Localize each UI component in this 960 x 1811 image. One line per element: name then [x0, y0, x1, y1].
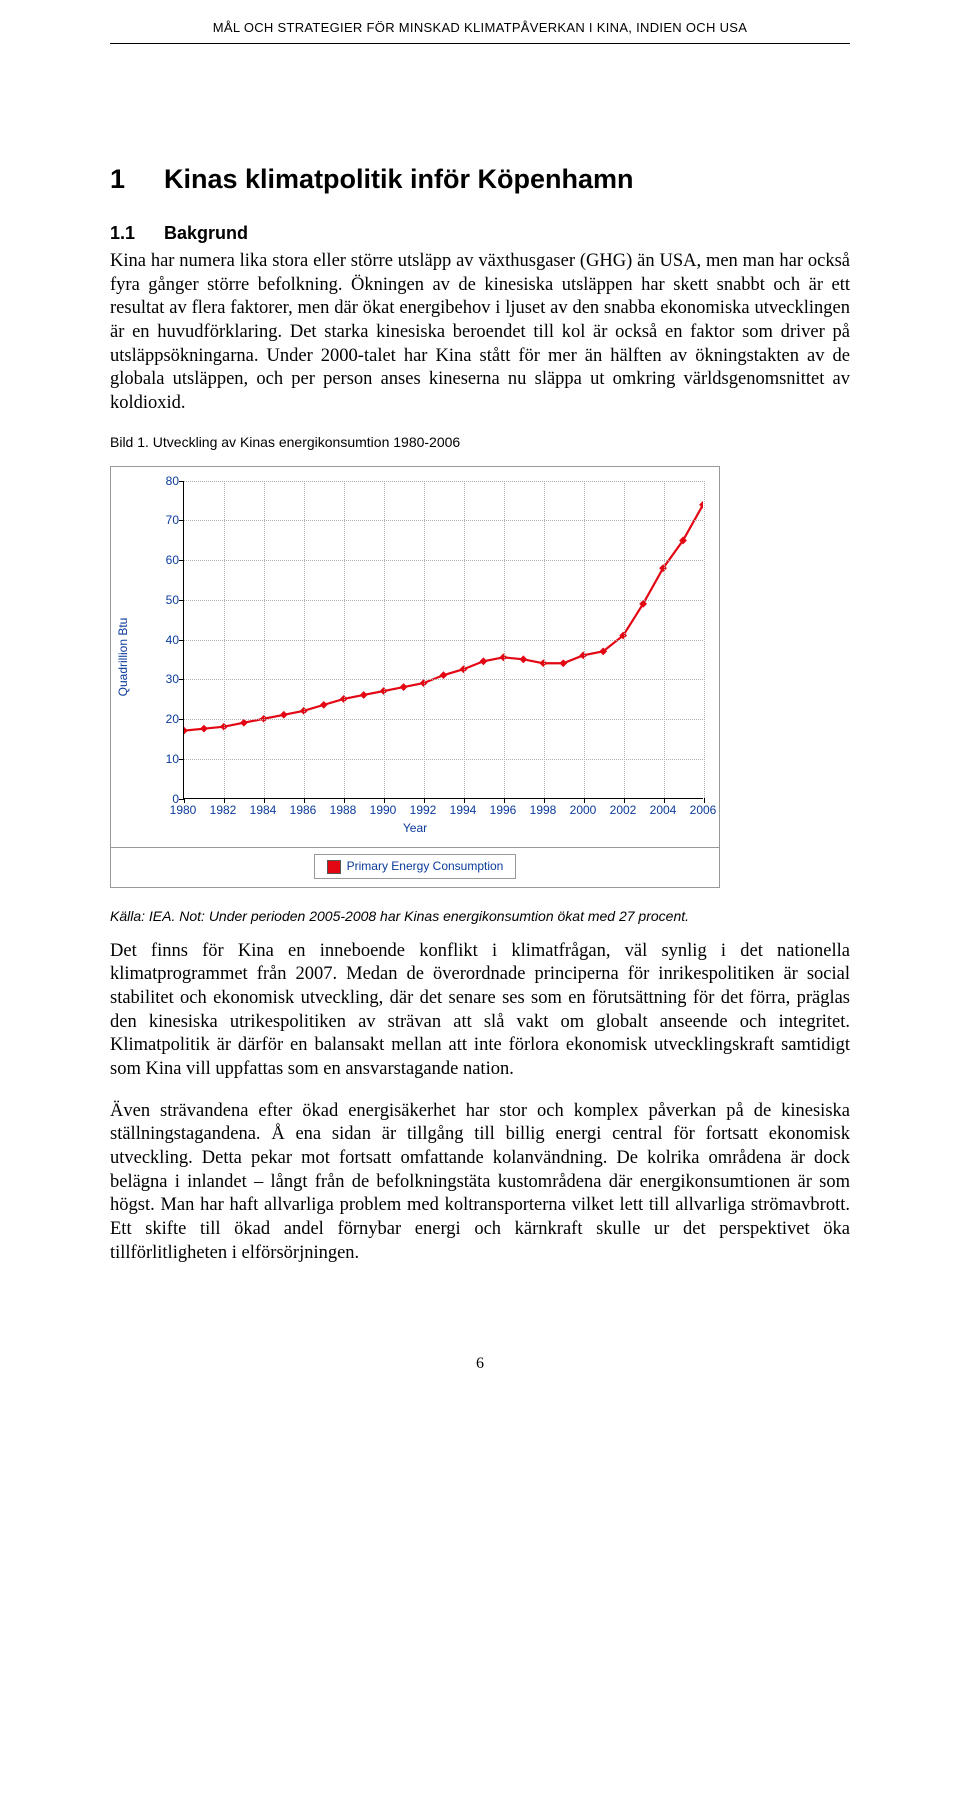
chart-x-tick-label: 2004 [650, 803, 677, 817]
chart-y-axis-label: Quadrillion Btu [116, 617, 130, 696]
chart-x-tick-label: 2006 [690, 803, 717, 817]
chart-x-tick-label: 1984 [250, 803, 277, 817]
chart-legend-box: Primary Energy Consumption [314, 854, 517, 879]
heading-2-number: 1.1 [110, 223, 164, 244]
chart-legend-swatch [327, 860, 341, 874]
chart-x-tick-label: 2000 [570, 803, 597, 817]
chart-x-tick-label: 1980 [170, 803, 197, 817]
paragraph-3: Även strävandena efter ökad energisäkerh… [110, 1100, 850, 1266]
heading-1: 1Kinas klimatpolitik inför Köpenhamn [110, 164, 850, 195]
heading-1-text: Kinas klimatpolitik inför Köpenhamn [164, 164, 634, 194]
chart-x-axis-label: Year [403, 821, 427, 835]
chart-y-tick-label: 20 [155, 712, 179, 726]
chart-y-tick-label: 40 [155, 633, 179, 647]
heading-2-text: Bakgrund [164, 223, 248, 243]
figure-caption: Bild 1. Utveckling av Kinas energikonsum… [110, 434, 850, 450]
chart-y-tick-label: 80 [155, 474, 179, 488]
page-number: 6 [110, 1355, 850, 1373]
chart-y-tick-label: 30 [155, 672, 179, 686]
chart-y-tick-label: 70 [155, 513, 179, 527]
paragraph-1: Kina har numera lika stora eller större … [110, 250, 850, 416]
header-rule [110, 43, 850, 44]
energy-chart: Quadrillion Btu Year 0102030405060708019… [110, 466, 720, 888]
chart-x-tick-label: 1994 [450, 803, 477, 817]
heading-2: 1.1Bakgrund [110, 223, 850, 244]
figure-source-note: Källa: IEA. Not: Under perioden 2005-200… [110, 908, 850, 924]
chart-x-tick-label: 1990 [370, 803, 397, 817]
chart-legend: Primary Energy Consumption [111, 847, 719, 887]
chart-legend-label: Primary Energy Consumption [347, 859, 504, 873]
document-page: MÅL OCH STRATEGIER FÖR MINSKAD KLIMATPÅV… [0, 0, 960, 1413]
chart-x-tick-label: 1998 [530, 803, 557, 817]
chart-x-tick-label: 1996 [490, 803, 517, 817]
heading-1-number: 1 [110, 164, 164, 195]
chart-plot-area [183, 481, 703, 799]
running-header: MÅL OCH STRATEGIER FÖR MINSKAD KLIMATPÅV… [110, 20, 850, 35]
chart-y-tick-label: 50 [155, 593, 179, 607]
chart-y-tick-label: 60 [155, 553, 179, 567]
chart-x-tick-label: 1988 [330, 803, 357, 817]
chart-x-tick-label: 1982 [210, 803, 237, 817]
chart-x-tick-label: 1992 [410, 803, 437, 817]
paragraph-2: Det finns för Kina en inneboende konflik… [110, 940, 850, 1082]
chart-x-tick-label: 1986 [290, 803, 317, 817]
chart-y-tick-label: 10 [155, 752, 179, 766]
chart-x-tick-label: 2002 [610, 803, 637, 817]
